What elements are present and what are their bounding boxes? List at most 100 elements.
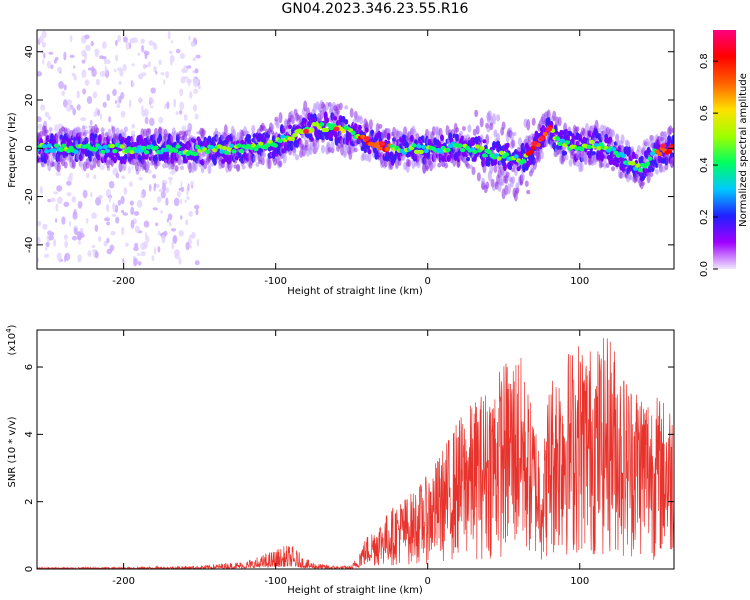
spectrogram-noise-blob [99, 55, 104, 59]
spectrogram-halo-blob [515, 187, 520, 194]
spectrogram-noise-blob [37, 220, 42, 227]
spectrogram-noise-blob [108, 195, 111, 203]
spectrogram-noise-blob [149, 117, 155, 127]
spectrogram-noise-blob [66, 99, 72, 107]
spectrogram-noise-blob [160, 210, 163, 214]
spectrogram-halo-blob [217, 131, 221, 137]
spectrogram-noise-blob [73, 65, 76, 69]
spectrogram-noise-blob [129, 42, 132, 50]
spectrogram-noise-blob [41, 30, 47, 39]
spectrogram-halo-blob [56, 162, 61, 173]
spectrogram-halo-blob [482, 162, 487, 174]
spectrogram-noise-blob [76, 104, 81, 111]
spectrogram-noise-blob [180, 215, 183, 220]
spectrogram-ridge-mark [340, 128, 347, 134]
spectrogram-noise-blob [155, 222, 159, 227]
spectrogram-halo-blob [567, 127, 572, 132]
colorbar-tick-label: 0.4 [699, 157, 710, 173]
spectrogram-ridge-mark [192, 151, 198, 157]
spectrogram-noise-blob [197, 85, 201, 90]
spectrogram-halo-blob [663, 130, 667, 140]
spectrogram-halo-blob [605, 163, 610, 168]
spectrogram-noise-blob [181, 125, 187, 131]
spectrogram-ridge-mark [423, 148, 429, 154]
spectrogram-noise-blob [144, 116, 149, 125]
spectrogram-halo-blob [650, 138, 655, 144]
spectrogram-halo-blob [89, 164, 94, 171]
spectrogram-halo-blob [349, 107, 354, 118]
spectrogram-noise-blob [94, 251, 99, 259]
spectrogram-x-tick-label: -200 [112, 276, 135, 287]
spectrogram-band-blob [370, 129, 375, 136]
spectrogram-noise-blob [63, 51, 67, 61]
spectrogram-noise-blob [162, 182, 166, 192]
spectrogram-noise-blob [91, 68, 97, 77]
spectrogram-noise-blob [37, 257, 40, 263]
spectrogram-noise-blob [137, 52, 141, 56]
spectrogram-halo-blob [315, 140, 320, 150]
spectrogram-ridge-mark [277, 138, 283, 143]
spectrogram-ridge-mark [589, 139, 595, 145]
spectrogram-noise-blob [118, 80, 122, 85]
spectrogram-noise-blob [179, 88, 184, 97]
spectrogram-noise-blob [94, 52, 99, 57]
spectrogram-noise-blob [72, 108, 77, 116]
spectrogram-ridge-mark [73, 149, 79, 154]
spectrogram-noise-blob [138, 176, 143, 181]
spectrogram-noise-blob [87, 67, 93, 71]
spectrogram-halo-blob [186, 129, 191, 137]
spectrogram-ridge-mark [163, 147, 169, 153]
spectrogram-noise-blob [137, 261, 142, 266]
colorbar-tick-label: 0.8 [699, 53, 710, 69]
spectrogram-ridge-mark [204, 149, 210, 155]
spectrogram-peak-mark [379, 141, 386, 146]
spectrogram-noise-blob [177, 191, 181, 198]
spectrogram-ridge-mark [112, 149, 118, 154]
spectrogram-ridge-mark [579, 146, 585, 152]
spectrogram-halo-blob [47, 152, 52, 157]
spectrogram-halo-blob [251, 124, 256, 134]
spectrogram-noise-blob [185, 241, 190, 251]
spectrogram-band-blob [568, 131, 573, 137]
spectrogram-halo-blob [48, 127, 53, 132]
spectrogram-band-blob [207, 135, 212, 143]
spectrogram-noise-blob [95, 196, 102, 206]
spectrogram-noise-blob [170, 59, 173, 66]
spectrogram-ridge-mark [221, 145, 227, 151]
spectrogram-halo-blob [241, 164, 246, 170]
spectrogram-noise-blob [186, 195, 190, 200]
spectrogram-noise-blob [148, 184, 152, 192]
spectrogram-noise-blob [194, 113, 199, 120]
spectrogram-noise-blob [84, 34, 90, 40]
spectrogram-noise-blob [94, 224, 99, 232]
spectrogram-noise-blob [189, 234, 194, 239]
spectrogram-ridge-mark [319, 122, 325, 127]
spectrogram-ridge-mark [229, 143, 235, 148]
spectrogram-noise-blob [185, 219, 189, 226]
spectrogram-halo-blob [531, 117, 536, 126]
snr-y-tick-label: 4 [24, 431, 35, 437]
spectrogram-halo-blob [489, 122, 494, 131]
spectrogram-noise-blob [164, 103, 167, 110]
spectrogram-noise-blob [153, 184, 156, 192]
spectrogram-noise-blob [42, 41, 46, 48]
spectrogram-noise-blob [193, 79, 199, 88]
spectrogram-noise-blob [90, 40, 94, 47]
spectrogram-noise-blob [125, 41, 130, 50]
spectrogram-halo-blob [512, 131, 517, 137]
spectrogram-noise-blob [66, 192, 72, 197]
spectrogram-noise-blob [114, 204, 119, 213]
spectrogram-ridge-mark [418, 149, 424, 155]
spectrogram-noise-blob [140, 242, 146, 251]
spectrogram-noise-blob [57, 66, 63, 73]
spectrogram-noise-blob [165, 71, 170, 79]
spectrogram-noise-blob [153, 66, 157, 73]
spectrogram-noise-blob [47, 230, 53, 236]
spectrogram-band-blob [325, 117, 330, 124]
spectrogram-noise-blob [158, 116, 164, 124]
spectrogram-halo-blob [620, 134, 625, 145]
spectrogram-noise-blob [105, 59, 111, 65]
spectrogram-noise-blob [166, 101, 170, 110]
spectrogram-halo-blob [290, 113, 295, 124]
spectrogram-noise-blob [194, 68, 199, 74]
